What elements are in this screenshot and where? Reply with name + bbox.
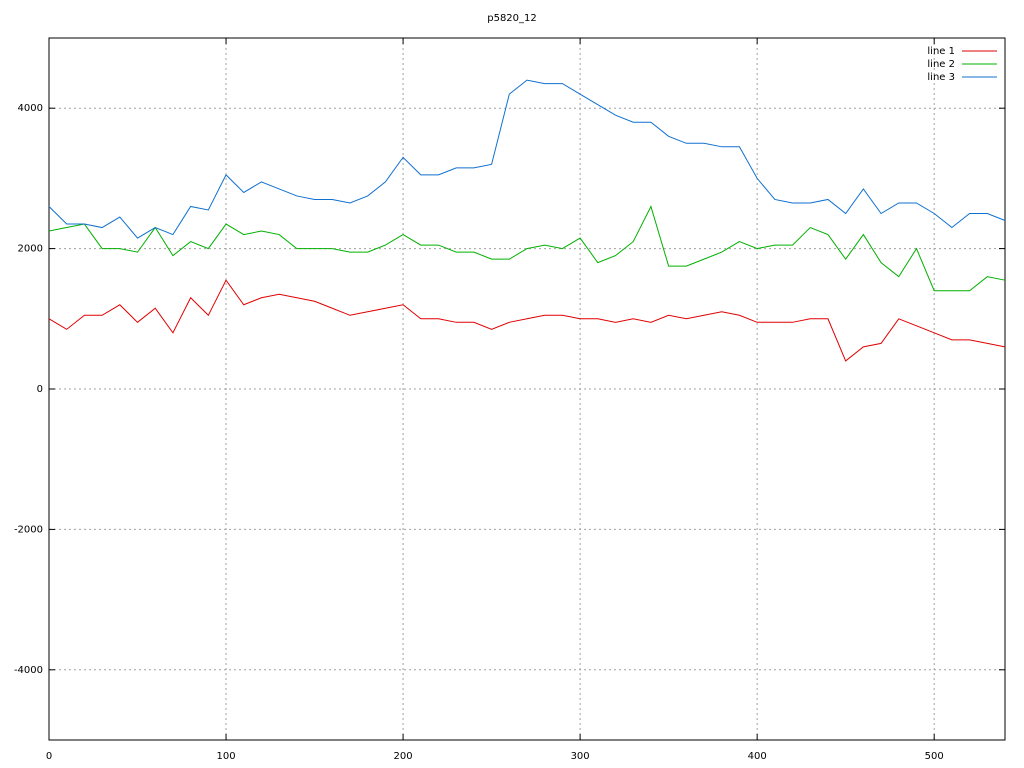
x-tick-label: 200 bbox=[394, 751, 413, 762]
x-tick-label: 400 bbox=[748, 751, 767, 762]
x-tick-label: 500 bbox=[925, 751, 944, 762]
data-line bbox=[48, 205, 1006, 292]
x-tick-label: 100 bbox=[216, 751, 235, 762]
y-tick-label: -2000 bbox=[14, 524, 43, 535]
x-tick-label: 0 bbox=[46, 751, 52, 762]
x-tick-label: 300 bbox=[571, 751, 590, 762]
y-tick-label: 0 bbox=[37, 384, 43, 395]
chart-title: p5820_12 bbox=[487, 13, 537, 24]
y-tick-label: 4000 bbox=[18, 103, 43, 114]
y-tick-label: 2000 bbox=[18, 244, 43, 255]
plot-frame bbox=[48, 37, 1006, 741]
legend-label: line 2 bbox=[927, 59, 955, 70]
legend-label: line 1 bbox=[927, 46, 955, 57]
y-tick-label: -4000 bbox=[14, 665, 43, 676]
legend-label: line 3 bbox=[927, 72, 955, 83]
data-line bbox=[48, 279, 1006, 362]
data-line bbox=[48, 79, 1006, 239]
